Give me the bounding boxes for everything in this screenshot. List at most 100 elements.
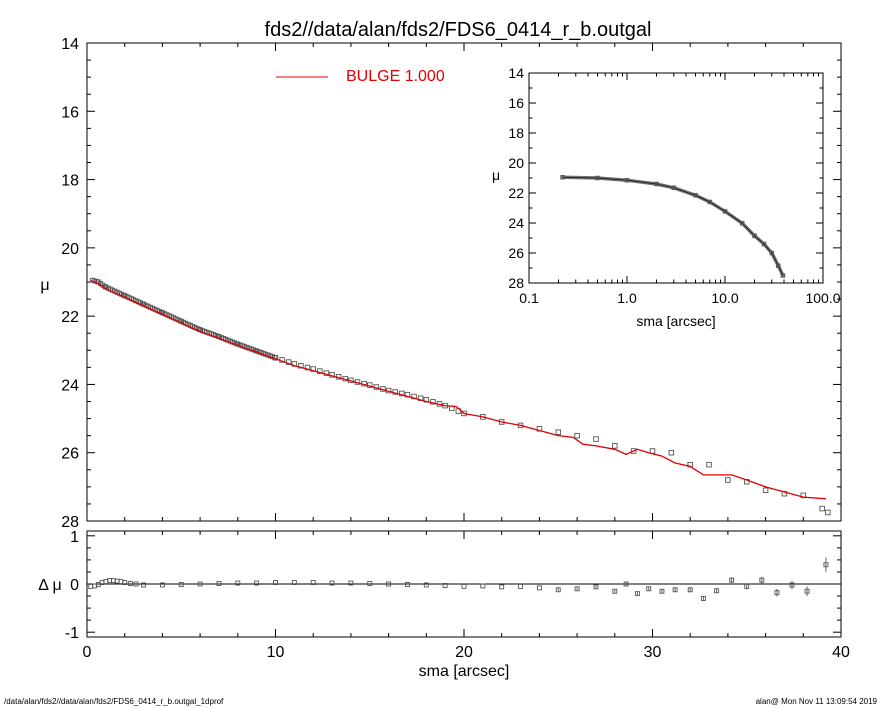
residual-data-point bbox=[133, 581, 139, 587]
inset-y-tick-label: 18 bbox=[508, 125, 524, 141]
inset-x-axis-label: sma [arcsec] bbox=[636, 313, 715, 329]
residual-data-point bbox=[593, 584, 599, 590]
main-data-point bbox=[825, 509, 831, 516]
residual-data-point bbox=[612, 588, 618, 594]
residual-data-point bbox=[480, 583, 486, 589]
residual-data-point bbox=[555, 587, 561, 593]
main-data-point bbox=[630, 448, 637, 454]
residual-y-axis-label: Δ μ bbox=[38, 577, 61, 594]
main-data-point bbox=[574, 432, 580, 439]
main-y-tick-label: 14 bbox=[61, 36, 79, 53]
residual-data-point bbox=[672, 587, 678, 593]
main-y-tick-label: 28 bbox=[61, 514, 79, 531]
inset-y-axis-label: μ bbox=[492, 167, 500, 183]
residual-data-point bbox=[789, 582, 795, 588]
inset-y-tick-label: 22 bbox=[508, 185, 524, 201]
main-panel: 14 16 18 20 22 24 26 28 μ BULGE 1.000 bbox=[40, 36, 842, 531]
inset-data-point bbox=[740, 221, 745, 226]
residual-x-tick-label: 20 bbox=[455, 644, 473, 661]
main-data-point bbox=[612, 443, 618, 449]
residual-series bbox=[88, 557, 829, 601]
residual-data-point bbox=[574, 586, 580, 592]
inset-y-tick-label: 20 bbox=[508, 155, 524, 171]
residual-data-point bbox=[714, 588, 720, 594]
inset-data-point bbox=[707, 199, 713, 205]
residual-data-point bbox=[159, 582, 165, 588]
inset-data-point bbox=[752, 233, 757, 238]
inset-data-point bbox=[776, 263, 781, 269]
residual-data-point bbox=[141, 582, 147, 588]
main-y-tick-label: 16 bbox=[61, 104, 79, 121]
main-data-point bbox=[762, 487, 769, 494]
inset-data-point bbox=[780, 273, 786, 278]
main-data-point bbox=[555, 429, 562, 435]
main-y-tick-label: 20 bbox=[61, 241, 79, 258]
residual-data-point bbox=[127, 581, 133, 586]
inset-x-tick-label: 100.0 bbox=[805, 290, 840, 306]
inset-ticks bbox=[528, 72, 823, 284]
main-data-point bbox=[399, 390, 405, 397]
main-data-point bbox=[706, 461, 712, 468]
inset-x-tick-label: 0.1 bbox=[519, 290, 539, 306]
inset-y-tick-label: 14 bbox=[508, 65, 524, 81]
main-y-tick-label: 24 bbox=[61, 377, 79, 394]
inset-x-tick-label: 1.0 bbox=[617, 290, 637, 306]
residual-data-point bbox=[646, 586, 652, 592]
residual-data-point bbox=[729, 577, 735, 583]
inset-data-point bbox=[595, 175, 600, 181]
main-y-tick-label: 18 bbox=[61, 173, 79, 190]
main-y-tick-labels: 14 16 18 20 22 24 26 28 bbox=[61, 36, 79, 531]
residual-data-point bbox=[178, 582, 184, 587]
residual-x-tick-label: 30 bbox=[644, 644, 662, 661]
residual-data-point bbox=[386, 581, 392, 587]
inset-series bbox=[560, 174, 786, 278]
main-data-point bbox=[668, 449, 675, 456]
inset-data-point bbox=[693, 192, 698, 198]
inset-data-point bbox=[671, 185, 677, 190]
residual-data-point bbox=[348, 580, 354, 586]
residual-data-point bbox=[122, 580, 128, 586]
inset-data-point bbox=[769, 250, 775, 256]
main-ticks bbox=[86, 42, 842, 522]
residual-ticks bbox=[86, 531, 842, 637]
residual-y-tick-label: 1 bbox=[70, 529, 79, 546]
residual-data-point bbox=[291, 580, 297, 586]
inset-x-tick-label: 10.0 bbox=[711, 290, 738, 306]
main-data-point bbox=[317, 368, 323, 374]
residual-data-point bbox=[744, 583, 750, 589]
residual-data-point bbox=[461, 583, 467, 589]
inset-y-tick-label: 24 bbox=[508, 215, 524, 231]
residual-data-point bbox=[759, 577, 765, 583]
figure-title: fds2//data/alan/fds2/FDS6_0414_r_b.outga… bbox=[265, 19, 652, 41]
residual-data-point bbox=[216, 581, 222, 586]
residual-data-point bbox=[310, 580, 316, 586]
inset-data-point bbox=[654, 181, 659, 187]
main-y-tick-label: 26 bbox=[61, 446, 79, 463]
residual-data-point bbox=[197, 581, 203, 587]
residual-data-point bbox=[700, 596, 706, 601]
residual-data-point bbox=[687, 587, 693, 593]
residual-x-tick-label: 40 bbox=[832, 644, 850, 661]
main-y-axis-label: μ bbox=[40, 277, 49, 294]
residual-y-tick-label: -1 bbox=[65, 625, 79, 642]
main-data-point bbox=[725, 477, 731, 483]
residual-data-point bbox=[804, 588, 810, 594]
main-data-point bbox=[819, 505, 825, 512]
inset-tick-labels: 0.1 1.0 10.0 100.0 14 16 18 20 22 24 26 28 bbox=[508, 65, 840, 306]
inset-data-point bbox=[761, 241, 767, 247]
inset-y-tick-label: 26 bbox=[508, 245, 524, 261]
residual-x-tick-label: 10 bbox=[267, 644, 285, 661]
residual-data-point bbox=[273, 580, 278, 586]
residual-data-point bbox=[254, 580, 260, 586]
residual-data-point bbox=[405, 582, 410, 587]
legend-label-bulge: BULGE 1.000 bbox=[346, 68, 445, 85]
main-data-point bbox=[593, 436, 599, 442]
bulge-model-line bbox=[90, 279, 826, 500]
residual-x-tick-label: 0 bbox=[83, 644, 92, 661]
residual-data-point bbox=[367, 581, 373, 586]
residual-data-point bbox=[536, 585, 542, 591]
footer-timestamp: alan@ Mon Nov 11 13:09:54 2019 bbox=[756, 697, 878, 706]
residual-x-axis-label: sma [arcsec] bbox=[419, 663, 510, 680]
